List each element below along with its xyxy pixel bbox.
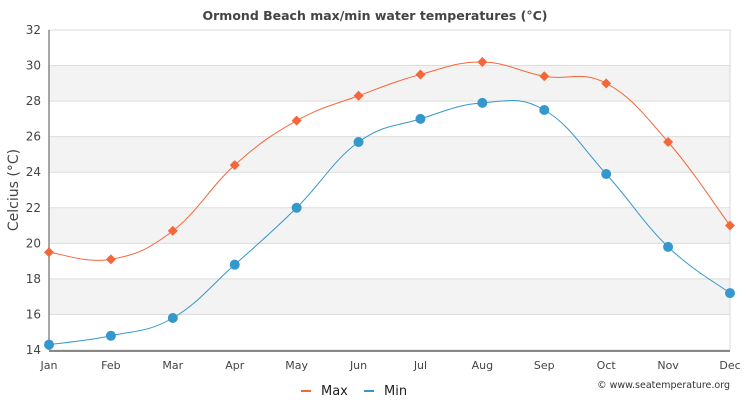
min-point-feb[interactable] bbox=[105, 330, 116, 341]
max-point-apr[interactable] bbox=[229, 160, 240, 171]
legend-min-label: Min bbox=[384, 384, 407, 399]
min-point-dec[interactable] bbox=[725, 288, 735, 299]
max-point-jan[interactable] bbox=[44, 247, 54, 258]
series-max bbox=[44, 57, 735, 265]
min-point-jun[interactable] bbox=[353, 137, 364, 147]
x-tick-label: Nov bbox=[657, 359, 679, 372]
y-tick-label: 22 bbox=[26, 201, 41, 215]
x-tick-label: Feb bbox=[101, 359, 120, 372]
max-point-may[interactable] bbox=[291, 115, 302, 126]
plot-band bbox=[49, 278, 730, 315]
y-tick-labels: 14 16 18 20 22 24 26 28 30 32 bbox=[26, 23, 41, 357]
x-tick-label: Apr bbox=[225, 359, 245, 372]
y-tick-label: 28 bbox=[26, 94, 41, 108]
chart-title: Ormond Beach max/min water temperatures … bbox=[203, 8, 548, 23]
min-point-oct[interactable] bbox=[601, 169, 612, 179]
series-group bbox=[44, 57, 735, 350]
max-point-dec[interactable] bbox=[725, 220, 735, 231]
max-point-jul[interactable] bbox=[415, 69, 426, 80]
y-tick-label: 30 bbox=[26, 59, 41, 73]
max-point-sep[interactable] bbox=[539, 71, 550, 82]
min-point-may[interactable] bbox=[291, 202, 302, 213]
legend-item-max[interactable]: Max bbox=[301, 384, 348, 399]
min-point-aug[interactable] bbox=[477, 97, 488, 108]
y-tick-label: 14 bbox=[26, 343, 41, 357]
credit-text: © www.seatemperature.org bbox=[597, 380, 730, 391]
legend: Max Min bbox=[301, 384, 407, 399]
y-tick-label: 24 bbox=[26, 165, 41, 179]
series-min bbox=[44, 97, 735, 350]
y-tick-label: 32 bbox=[26, 23, 41, 37]
x-tick-label: Aug bbox=[472, 359, 493, 372]
x-tick-label: May bbox=[285, 359, 308, 372]
y-tick-label: 18 bbox=[26, 272, 41, 286]
x-tick-label: Jan bbox=[40, 359, 58, 372]
y-tick-label: 20 bbox=[26, 236, 41, 250]
legend-item-min[interactable]: Min bbox=[364, 384, 407, 399]
x-tick-label: Sep bbox=[534, 359, 555, 372]
legend-max-label: Max bbox=[321, 384, 348, 399]
min-point-apr[interactable] bbox=[229, 259, 240, 270]
max-point-jun[interactable] bbox=[353, 90, 364, 101]
max-point-oct[interactable] bbox=[601, 78, 612, 89]
max-point-mar[interactable] bbox=[167, 225, 178, 236]
plot-band bbox=[49, 207, 730, 244]
min-point-jul[interactable] bbox=[415, 113, 426, 124]
min-point-sep[interactable] bbox=[539, 105, 550, 115]
x-tick-label: Jun bbox=[349, 359, 367, 372]
min-point-nov[interactable] bbox=[663, 241, 674, 252]
plot-bands bbox=[49, 65, 730, 315]
min-point-mar[interactable] bbox=[167, 313, 178, 323]
max-point-feb[interactable] bbox=[105, 254, 116, 265]
max-point-aug[interactable] bbox=[477, 57, 488, 67]
x-tick-label: Mar bbox=[162, 359, 183, 372]
plot-band bbox=[49, 136, 730, 173]
y-tick-label: 26 bbox=[26, 130, 41, 144]
x-tick-labels: Jan Feb Mar Apr May Jun Jul Aug Sep Oct Nov Dec bbox=[40, 359, 741, 372]
y-tick-label: 16 bbox=[26, 307, 41, 321]
x-tick-label: Jul bbox=[413, 359, 427, 372]
max-point-nov[interactable] bbox=[663, 137, 674, 147]
y-axis-label: Celcius (°C) bbox=[6, 149, 22, 231]
x-tick-label: Dec bbox=[719, 359, 740, 372]
plot-band bbox=[49, 65, 730, 102]
min-point-jan[interactable] bbox=[44, 339, 54, 350]
x-tick-label: Oct bbox=[597, 359, 617, 372]
